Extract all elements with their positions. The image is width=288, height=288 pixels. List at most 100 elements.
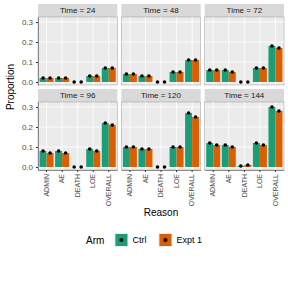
bar [185, 113, 192, 167]
tick: ADMIN [209, 170, 216, 197]
grid-line [145, 17, 146, 85]
grid-line [244, 17, 245, 85]
tick-label: 0.2 [22, 123, 34, 132]
y-axis-title: Proportion [5, 64, 16, 110]
point [125, 72, 129, 76]
tick: OVERALL [272, 170, 279, 206]
point [187, 58, 191, 62]
tick-mark [93, 170, 94, 172]
tick: DEATH [74, 170, 81, 197]
facet-strip [38, 89, 117, 102]
tick-label: ADMIN [43, 174, 50, 197]
legend-key-background [158, 233, 172, 247]
point [178, 70, 182, 74]
tick-label: OVERALL [105, 174, 112, 206]
point [255, 66, 259, 70]
tick-mark [36, 107, 38, 108]
legend-marker [119, 238, 123, 242]
tick: 0.3 [22, 103, 38, 112]
point [277, 109, 281, 113]
point [194, 58, 198, 62]
point [79, 80, 83, 84]
point [88, 74, 92, 78]
tick-label: LOE [173, 174, 180, 188]
panel-background [205, 102, 284, 170]
tick-mark [244, 170, 245, 172]
point [140, 147, 144, 151]
tick-label: LOE [89, 174, 96, 188]
tick: 0.1 [22, 58, 38, 67]
marks [40, 121, 116, 169]
tick: OVERALL [105, 170, 112, 206]
tick-label: AE [225, 174, 232, 184]
bar [192, 117, 199, 167]
tick-mark [161, 170, 162, 172]
grid-line [244, 102, 245, 170]
facet-title: Time = 72 [227, 6, 263, 15]
marks [123, 111, 199, 169]
facet-title: Time = 24 [60, 6, 96, 15]
tick-label: LOE [256, 174, 263, 188]
panel-background [205, 17, 284, 85]
point [163, 80, 167, 84]
point [88, 147, 92, 151]
point [48, 151, 52, 155]
tick: LOE [256, 170, 263, 188]
point [187, 111, 191, 115]
tick-label: 0.3 [22, 103, 34, 112]
bar [229, 147, 236, 167]
x-axis: ADMINAEDEATHLOEOVERALL [39, 170, 118, 206]
tick-mark [108, 170, 109, 172]
bar [123, 147, 130, 167]
chart: Time = 240.00.10.20.3Time = 48Time = 72T… [0, 0, 288, 288]
point [125, 145, 129, 149]
tick-label: 0.3 [22, 18, 34, 27]
point [64, 76, 68, 80]
grid-line [77, 17, 78, 85]
tick-mark [36, 62, 38, 63]
point [147, 74, 151, 78]
tick: 0.0 [22, 78, 38, 87]
bar [222, 145, 229, 167]
tick: OVERALL [188, 170, 195, 206]
tick-mark [275, 170, 276, 172]
bar [260, 145, 267, 167]
bar [260, 68, 267, 82]
point [110, 123, 114, 127]
point [95, 149, 99, 153]
bar [138, 149, 145, 167]
bar [62, 153, 69, 167]
panel-background [121, 17, 200, 85]
marks [206, 105, 282, 168]
axis-line [38, 18, 39, 86]
bar [268, 46, 275, 82]
bar [47, 153, 54, 167]
bar [102, 123, 109, 167]
tick-label: OVERALL [272, 174, 279, 206]
bar [177, 147, 184, 167]
facet-strip [121, 89, 200, 102]
point [230, 145, 234, 149]
tick-mark [145, 170, 146, 172]
bar [93, 151, 100, 167]
tick: 0.2 [22, 38, 38, 47]
panel-background [38, 102, 117, 170]
point [64, 151, 68, 155]
point [178, 145, 182, 149]
tick-mark [77, 170, 78, 172]
legend-label: Ctrl [132, 235, 146, 245]
tick-label: ADMIN [126, 174, 133, 197]
x-axis: ADMINAEDEATHLOEOVERALL [122, 170, 201, 206]
bar [253, 68, 260, 82]
facet-strip [38, 4, 117, 17]
legend-title: Arm [86, 235, 104, 246]
bar [55, 151, 62, 167]
legend-key-background [114, 233, 128, 247]
bar [170, 147, 177, 167]
point [140, 74, 144, 78]
panel [121, 17, 200, 85]
axis-line [38, 103, 39, 171]
point [103, 121, 107, 125]
bar [185, 60, 192, 82]
legend: ArmCtrlExpt 1 [86, 233, 202, 247]
